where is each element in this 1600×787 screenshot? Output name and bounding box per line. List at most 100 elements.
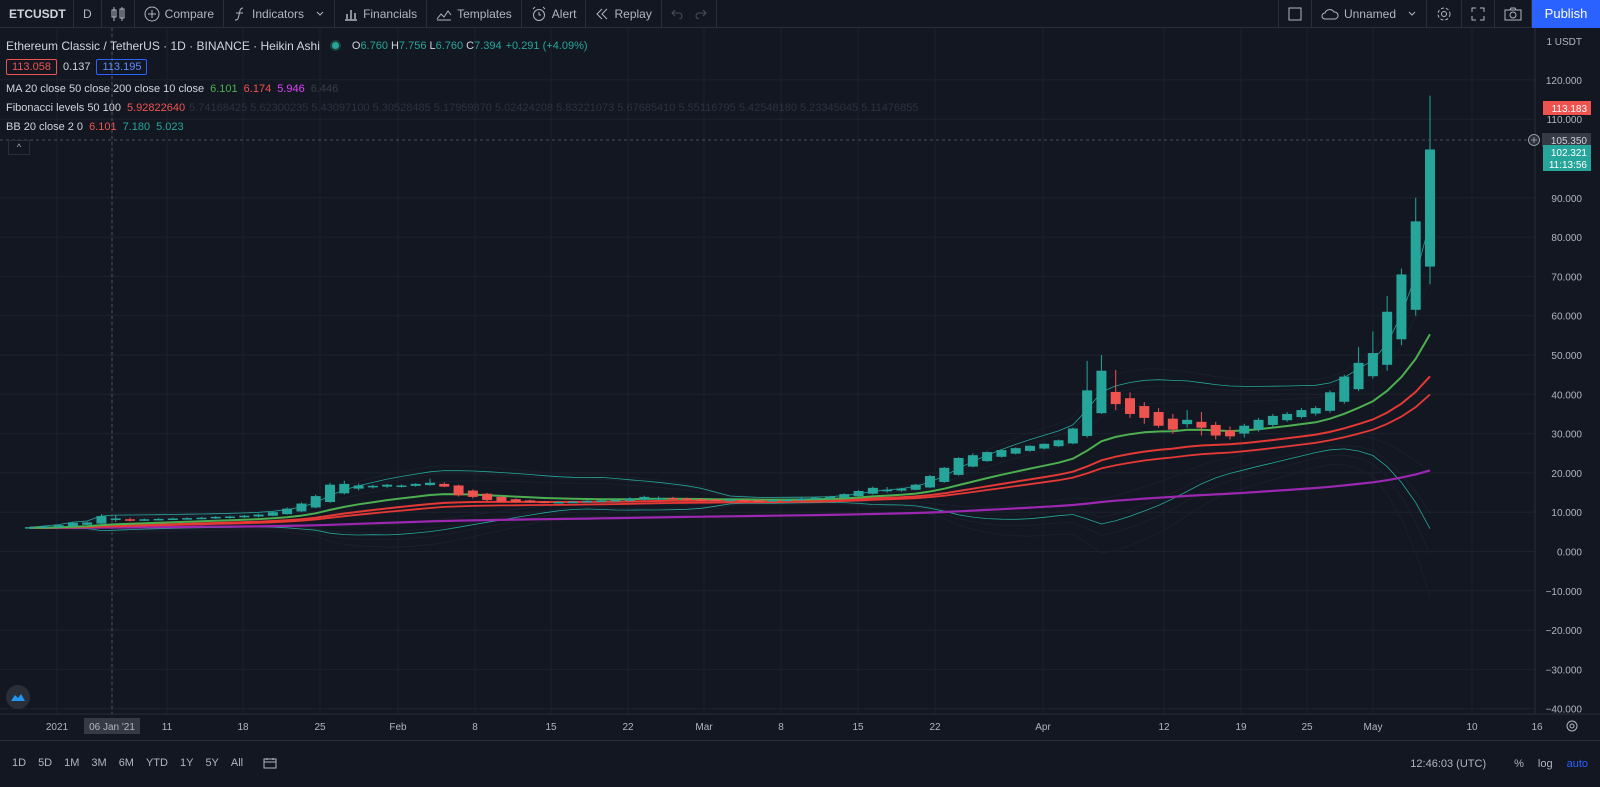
time-tick-label: 25 — [314, 722, 326, 733]
layout-select-button[interactable] — [1277, 0, 1312, 28]
percent-toggle[interactable]: % — [1514, 758, 1524, 770]
templates-icon — [436, 9, 452, 20]
time-tick-label: 16 — [1531, 722, 1543, 733]
legend-collapse-button[interactable]: ^ — [8, 140, 30, 155]
time-tick-label: 15 — [545, 722, 557, 733]
candle-body — [796, 498, 807, 501]
goto-date-button[interactable] — [263, 757, 277, 772]
price-tick-label: 80.000 — [1551, 233, 1582, 244]
time-tick-label: 19 — [1235, 722, 1247, 733]
candle-body — [82, 522, 93, 525]
chevron-up-icon: ^ — [16, 142, 22, 152]
range-3m[interactable]: 3M — [91, 756, 107, 769]
compare-button[interactable]: Compare — [135, 0, 225, 28]
candle-body — [1410, 221, 1421, 310]
price-tick-label: −10.000 — [1546, 587, 1583, 598]
price-tick-label: 0.000 — [1557, 548, 1582, 559]
candle-body — [1167, 418, 1178, 430]
candle-body — [1310, 408, 1321, 414]
candle-body — [496, 496, 507, 502]
range-1d[interactable]: 1D — [12, 756, 27, 769]
fullscreen-icon — [1471, 7, 1485, 20]
candle-body — [839, 494, 850, 498]
snapshot-button[interactable] — [1495, 0, 1532, 28]
fullscreen-button[interactable] — [1462, 0, 1495, 28]
open-label: O — [351, 39, 361, 52]
indicators-button[interactable]: Indicators — [224, 0, 336, 28]
publish-button[interactable]: Publish — [1532, 0, 1600, 28]
layout-name-label: Unnamed — [1343, 6, 1396, 21]
fib-band-line — [29, 463, 1431, 597]
candle-body — [1082, 390, 1093, 436]
interval-button[interactable]: D — [74, 0, 102, 28]
range-all[interactable]: All — [230, 756, 244, 769]
fib-label: Fibonacci levels 50 100 — [6, 101, 121, 114]
crosshair-date-tag — [84, 718, 140, 734]
candle-body — [482, 493, 493, 501]
auto-scale-toggle[interactable]: auto — [1566, 758, 1588, 770]
log-toggle[interactable]: log — [1537, 758, 1553, 770]
candle-body — [582, 500, 593, 503]
candle-body — [1382, 311, 1393, 365]
range-1m[interactable]: 1M — [64, 756, 80, 769]
tradingview-logo[interactable] — [6, 685, 30, 709]
candle-body — [410, 483, 421, 486]
candles-icon — [111, 6, 125, 21]
price-tick-label: −30.000 — [1546, 665, 1583, 676]
chart-type-button[interactable] — [102, 0, 135, 28]
symbol-label: ETCUSDT — [9, 6, 66, 21]
chart-legend: Ethereum Classic / TetherUS · 1D · BINAN… — [6, 36, 918, 136]
candle-body — [353, 485, 364, 489]
price-chart[interactable]: 1 USDT 120.000110.00090.00080.00070.0006… — [0, 28, 1600, 740]
bb-legend-row[interactable]: BB 20 close 2 0 6.101 7.180 5.023 — [6, 117, 918, 136]
candle-body — [182, 518, 193, 520]
candle-body — [610, 500, 621, 502]
candle-body — [1196, 421, 1207, 428]
undo-icon[interactable] — [671, 9, 683, 19]
candle-body — [939, 467, 950, 482]
range-ytd[interactable]: YTD — [145, 756, 168, 769]
rewind-icon — [596, 8, 608, 19]
clock-label[interactable]: 12:46:03 (UTC) — [1410, 758, 1487, 770]
low-label: L — [429, 39, 436, 52]
time-tick-label: Mar — [695, 722, 713, 733]
replay-button[interactable]: Replay — [586, 0, 662, 28]
range-5d[interactable]: 5D — [38, 756, 53, 769]
save-layout-button[interactable]: Unnamed — [1312, 0, 1427, 28]
close-value: 7.394 — [474, 39, 502, 52]
sell-price-button[interactable]: 113.058 — [6, 59, 57, 75]
toolbar-right: Unnamed Publish — [1277, 0, 1600, 28]
candle-body — [639, 496, 650, 500]
crosshair-price-tag: 105.350 — [1528, 133, 1591, 147]
redo-icon[interactable] — [695, 9, 707, 19]
symbol-search-button[interactable]: ETCUSDT — [0, 0, 74, 28]
chart-settings-button — [1566, 720, 1578, 732]
fib-band-line — [29, 196, 1431, 528]
fib-legend-row[interactable]: Fibonacci levels 50 100 5.92822640 5.741… — [6, 98, 918, 117]
candle-body — [996, 450, 1007, 457]
bb-upper-line — [29, 222, 1431, 528]
buy-price-button[interactable]: 113.195 — [96, 59, 148, 75]
financials-label: Financials — [363, 6, 418, 21]
price-tick-label: 60.000 — [1551, 312, 1582, 323]
alert-label: Alert — [551, 6, 577, 21]
financials-button[interactable]: Financials — [335, 0, 428, 28]
templates-button[interactable]: Templates — [427, 0, 522, 28]
bb-label: BB 20 close 2 0 — [6, 120, 84, 133]
settings-button[interactable] — [1427, 0, 1462, 28]
last-price-text: 102.321 — [1551, 148, 1588, 159]
range-1y[interactable]: 1Y — [179, 756, 194, 769]
candle-body — [382, 484, 393, 487]
candle-body — [1153, 411, 1164, 426]
ma-legend-row[interactable]: MA 20 close 50 close 200 close 10 close … — [6, 79, 918, 98]
templates-label: Templates — [457, 6, 512, 21]
range-5y[interactable]: 5Y — [205, 756, 219, 769]
indicators-label: Indicators — [252, 6, 305, 21]
range-6m[interactable]: 6M — [118, 756, 134, 769]
candle-body — [825, 496, 835, 499]
alert-button[interactable]: Alert — [522, 0, 587, 28]
bid-ask-row: 113.058 0.137 113.195 — [6, 55, 918, 79]
market-status-dot — [329, 40, 341, 51]
candle-body — [725, 499, 735, 502]
candle-body — [1367, 353, 1378, 377]
